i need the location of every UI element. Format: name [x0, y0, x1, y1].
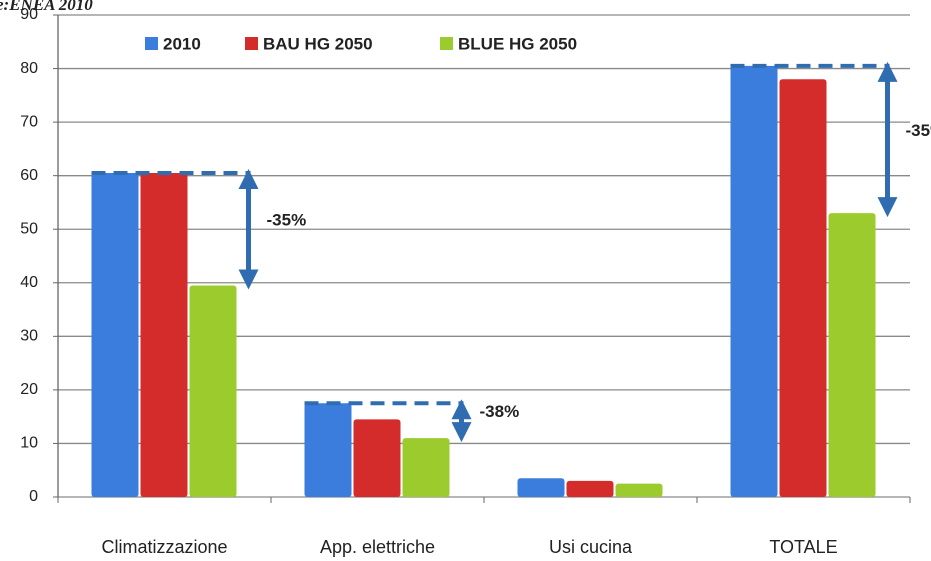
x-tick-label: Climatizzazione — [101, 537, 227, 557]
x-tick-label: App. elettriche — [320, 537, 435, 557]
bar — [402, 438, 450, 497]
bar — [304, 403, 352, 497]
y-tick-label: 40 — [20, 274, 38, 291]
y-tick-label: 0 — [29, 488, 38, 505]
source: e:ENEA 2010 — [0, 0, 93, 14]
legend-swatch — [245, 37, 258, 50]
bar — [517, 478, 565, 497]
bar — [189, 285, 237, 497]
annotation: -35% — [906, 121, 931, 140]
bar — [353, 419, 401, 497]
bar — [140, 172, 188, 497]
y-tick-label: 30 — [20, 328, 38, 345]
legend-swatch — [440, 37, 453, 50]
x-tick-label: TOTALE — [769, 537, 837, 557]
legend-swatch — [145, 37, 158, 50]
bar — [730, 65, 778, 497]
annotation: -38% — [480, 402, 520, 421]
y-tick-label: 60 — [20, 167, 38, 184]
bar — [91, 172, 139, 497]
y-tick-label: 20 — [20, 381, 38, 398]
bar — [566, 480, 614, 497]
legend-label: 2010 — [163, 34, 201, 53]
bar — [615, 483, 663, 497]
legend-label: BAU HG 2050 — [263, 34, 373, 53]
x-tick-label: Usi cucina — [549, 537, 633, 557]
y-tick-label: 10 — [20, 435, 38, 452]
y-tick-label: 70 — [20, 113, 38, 130]
y-tick-label: 90 — [20, 6, 38, 23]
y-tick-label: 50 — [20, 220, 38, 237]
y-tick-label: 80 — [20, 60, 38, 77]
annotation: -35% — [267, 211, 307, 230]
legend-label: BLUE HG 2050 — [458, 34, 577, 53]
bar — [779, 79, 827, 498]
bar — [828, 213, 876, 497]
